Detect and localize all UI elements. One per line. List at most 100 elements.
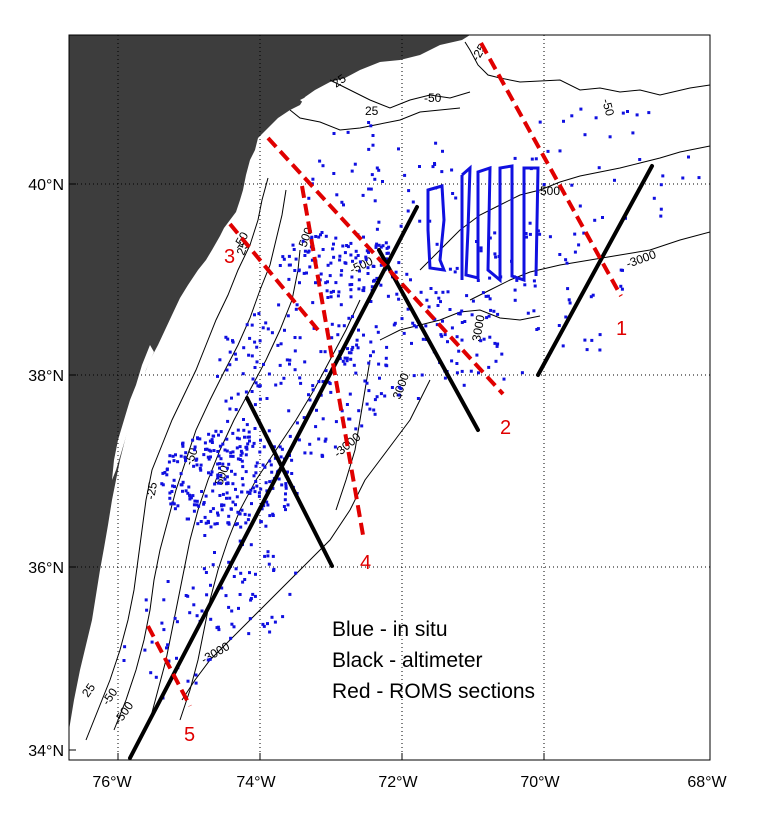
in-situ-point xyxy=(281,615,285,619)
in-situ-point xyxy=(253,313,256,317)
in-situ-point xyxy=(237,606,240,610)
in-situ-point xyxy=(326,263,330,267)
in-situ-point xyxy=(419,290,423,294)
in-situ-point xyxy=(538,120,542,124)
in-situ-point xyxy=(350,169,354,173)
in-situ-point xyxy=(400,317,404,321)
in-situ-point xyxy=(279,342,283,346)
in-situ-point xyxy=(348,283,352,287)
in-situ-point xyxy=(241,580,245,584)
in-situ-point xyxy=(565,261,569,265)
in-situ-point xyxy=(457,312,461,316)
in-situ-point xyxy=(244,390,248,394)
in-situ-point xyxy=(562,119,565,123)
in-situ-point xyxy=(249,488,253,492)
in-situ-point xyxy=(451,192,455,195)
in-situ-point xyxy=(535,328,539,331)
in-situ-point xyxy=(246,490,250,494)
in-situ-point xyxy=(487,314,491,318)
in-situ-point xyxy=(386,251,390,255)
in-situ-point xyxy=(343,261,347,265)
in-situ-point xyxy=(533,284,537,288)
in-situ-point xyxy=(336,294,340,298)
in-situ-point xyxy=(220,508,224,512)
in-situ-point xyxy=(439,300,442,304)
in-situ-point xyxy=(214,429,218,433)
in-situ-point xyxy=(659,207,663,211)
in-situ-point xyxy=(310,237,314,241)
in-situ-point xyxy=(439,333,443,337)
in-situ-point xyxy=(225,449,229,453)
in-situ-point xyxy=(253,490,257,494)
in-situ-point xyxy=(247,435,251,439)
in-situ-point xyxy=(173,507,177,511)
in-situ-point xyxy=(259,520,263,524)
in-situ-point xyxy=(532,309,536,313)
in-situ-point xyxy=(298,281,301,285)
in-situ-point xyxy=(253,403,257,407)
in-situ-point xyxy=(271,554,275,558)
in-situ-point xyxy=(349,357,353,361)
in-situ-point xyxy=(375,242,379,246)
in-situ-point xyxy=(167,460,171,464)
in-situ-point xyxy=(482,337,486,341)
in-situ-point xyxy=(351,315,354,319)
in-situ-point xyxy=(532,279,536,283)
in-situ-point xyxy=(367,187,371,191)
in-situ-point xyxy=(168,491,172,495)
in-situ-point xyxy=(496,312,500,316)
in-situ-point xyxy=(268,459,272,463)
in-situ-point xyxy=(250,354,254,358)
in-situ-point xyxy=(225,496,228,500)
in-situ-point xyxy=(331,247,335,251)
in-situ-point xyxy=(287,409,291,413)
in-situ-point xyxy=(144,598,148,602)
in-situ-point xyxy=(238,512,242,516)
in-situ-point xyxy=(193,445,197,449)
in-situ-point xyxy=(231,482,235,486)
in-situ-point xyxy=(176,504,180,508)
in-situ-point xyxy=(250,390,254,393)
in-situ-point xyxy=(242,346,246,350)
in-situ-point xyxy=(274,383,278,387)
in-situ-point xyxy=(259,438,262,442)
in-situ-point xyxy=(283,328,286,332)
in-situ-point xyxy=(195,463,199,467)
in-situ-point xyxy=(557,324,561,327)
in-situ-point xyxy=(321,417,325,421)
in-situ-point xyxy=(460,369,464,373)
in-situ-point xyxy=(348,417,352,421)
in-situ-point xyxy=(245,447,249,451)
in-situ-point xyxy=(187,485,191,489)
in-situ-point xyxy=(196,436,199,440)
in-situ-point xyxy=(271,486,275,490)
in-situ-point xyxy=(369,124,373,128)
in-situ-point xyxy=(234,487,237,491)
in-situ-point xyxy=(379,263,383,267)
in-situ-point xyxy=(186,594,190,598)
in-situ-point xyxy=(489,308,493,312)
in-situ-point xyxy=(207,471,210,475)
in-situ-point xyxy=(184,451,188,455)
in-situ-point xyxy=(488,335,492,339)
in-situ-point xyxy=(283,498,287,502)
in-situ-point xyxy=(343,251,347,255)
in-situ-point xyxy=(179,454,183,458)
in-situ-point xyxy=(202,567,206,571)
latitude-labels: 40°N 38°N 36°N 34°N xyxy=(28,177,64,760)
in-situ-point xyxy=(337,324,341,328)
in-situ-point xyxy=(397,147,400,151)
in-situ-point xyxy=(209,455,212,459)
in-situ-point xyxy=(294,257,298,261)
in-situ-point xyxy=(347,316,351,320)
in-situ-point xyxy=(216,374,219,378)
in-situ-point xyxy=(342,203,345,207)
in-situ-point xyxy=(241,483,245,487)
in-situ-point xyxy=(348,392,352,396)
in-situ-point xyxy=(328,274,332,278)
in-situ-point xyxy=(284,484,288,488)
in-situ-point xyxy=(191,494,195,498)
in-situ-point xyxy=(324,234,328,238)
in-situ-point xyxy=(367,121,371,124)
lat-tick-label: 40°N xyxy=(28,177,64,194)
